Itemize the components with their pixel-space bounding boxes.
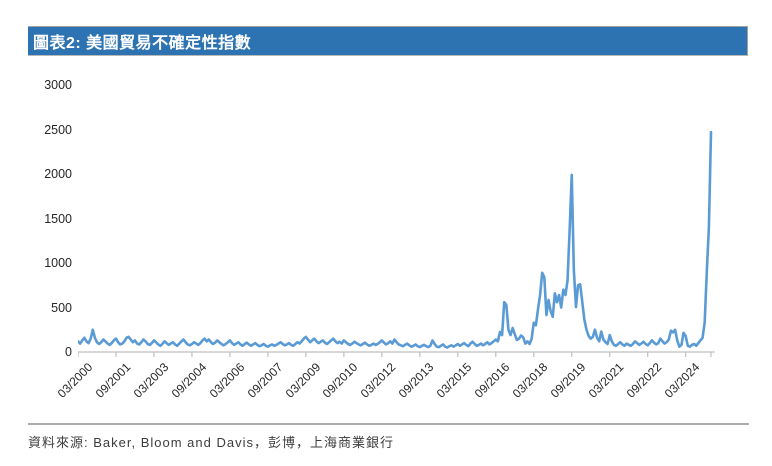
line-chart-plot: [78, 130, 715, 357]
x-axis-label: 03/2018: [510, 360, 551, 401]
x-axis-label: 09/2016: [472, 360, 513, 401]
chart-title: 圖表2: 美國貿易不確定性指數: [33, 35, 252, 52]
x-axis-label: 09/2010: [320, 360, 361, 401]
x-axis-label: 03/2021: [586, 360, 627, 401]
x-axis-label: 03/2006: [206, 360, 247, 401]
y-axis-label: 2500: [44, 122, 72, 137]
y-axis-label: 0: [65, 345, 72, 359]
x-axis-label: 09/2019: [548, 360, 589, 401]
x-axis-label: 09/2004: [168, 360, 209, 401]
y-axis-label: 1500: [44, 211, 72, 226]
uncertainty-index-line: [78, 130, 713, 349]
x-axis-label: 03/2000: [54, 360, 95, 401]
y-axis-label: 3000: [44, 78, 72, 92]
x-axis-label: 03/2024: [662, 360, 703, 401]
x-axis-label: 09/2007: [244, 360, 285, 401]
y-axis-label: 1000: [44, 256, 72, 270]
source-note: 資料來源: Baker, Bloom and Davis，彭博，上海商業銀行: [28, 435, 394, 450]
source-divider: [28, 423, 749, 425]
x-axis-label: 09/2013: [396, 360, 437, 401]
x-axis-label: 03/2009: [282, 360, 323, 401]
x-axis-label: 03/2003: [130, 360, 171, 401]
y-axis-label: 2000: [44, 167, 72, 181]
x-axis-label: 03/2015: [434, 360, 475, 401]
x-axis-label: 09/2022: [624, 360, 665, 401]
y-axis-label: 500: [51, 300, 72, 315]
x-axis-label: 03/2012: [358, 360, 399, 401]
chart-title-bar: 圖表2: 美國貿易不確定性指數: [28, 26, 748, 56]
x-axis-label: 09/2001: [92, 360, 133, 401]
